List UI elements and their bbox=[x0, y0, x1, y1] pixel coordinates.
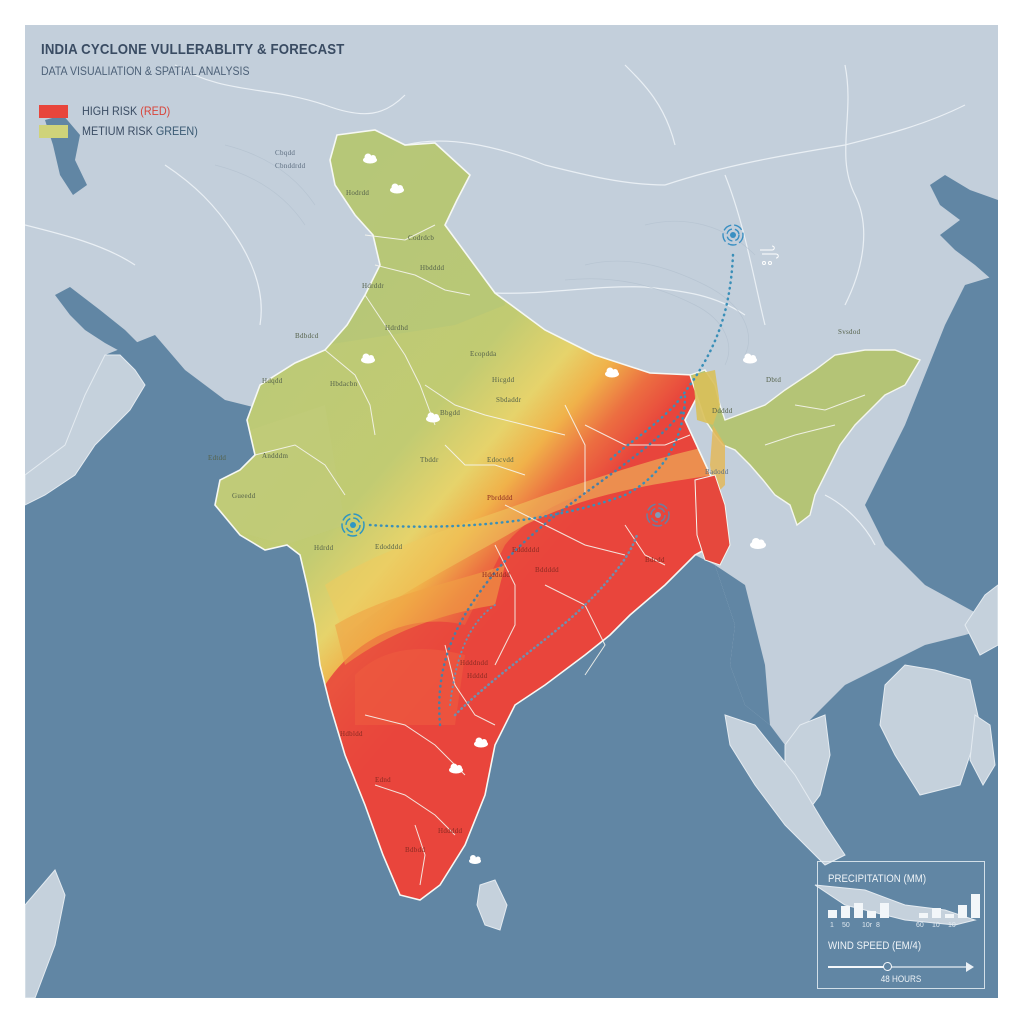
precipitation-bar bbox=[880, 903, 889, 918]
region-label: Bbgdd bbox=[440, 409, 460, 417]
cyclone-icon-tibet[interactable] bbox=[722, 224, 744, 246]
cloud-icon bbox=[605, 367, 619, 378]
precipitation-bar bbox=[971, 894, 980, 918]
region-label: Hdddddd bbox=[482, 571, 510, 579]
cloud-icon bbox=[750, 538, 766, 549]
cloud-icon bbox=[449, 763, 463, 774]
region-label: Cbqdd bbox=[275, 149, 295, 157]
region-label: Hbdddd bbox=[420, 264, 445, 272]
region-label: Hdbldd bbox=[340, 730, 363, 738]
slider-arrow-icon bbox=[966, 962, 974, 972]
cloud-icon bbox=[474, 737, 488, 748]
region-label: Hdqdd bbox=[262, 377, 283, 385]
region-label: Hdddndd bbox=[460, 659, 488, 667]
map-title: INDIA CYCLONE VULLERABLITY & FORECAST bbox=[41, 41, 345, 58]
precipitation-bar bbox=[958, 905, 967, 918]
cloud-icon bbox=[361, 353, 375, 364]
precipitation-ticks: 1 50 10r 8 60 10 10 bbox=[830, 922, 956, 929]
region-label: Hddddd bbox=[438, 827, 463, 835]
region-label: Hdrddr bbox=[362, 282, 384, 290]
risk-legend: HIGH RISK (RED) METIUM RISK GREEN) bbox=[39, 101, 211, 141]
legend-item-medium-risk: METIUM RISK GREEN) bbox=[39, 121, 211, 141]
region-label: Hbdacbn bbox=[330, 380, 358, 388]
region-label: Pbrdddd bbox=[487, 494, 513, 502]
northeast-region[interactable] bbox=[689, 349, 922, 566]
region-label: Bdbdcd bbox=[295, 332, 319, 340]
region-label: Ddddd bbox=[712, 407, 733, 415]
cyclone-icon-bay-of-bengal[interactable] bbox=[646, 503, 670, 527]
precipitation-bar bbox=[945, 914, 954, 918]
precipitation-bar bbox=[854, 903, 863, 918]
region-label: Andddm bbox=[262, 452, 289, 460]
cloud-icon bbox=[426, 412, 440, 423]
map-subtitle: DATA VISUALIATION & SPATIAL ANALYSIS bbox=[41, 64, 250, 78]
cloud-icon bbox=[390, 183, 404, 194]
precipitation-bar bbox=[919, 913, 928, 918]
precipitation-bar bbox=[932, 908, 941, 918]
region-label: Edtdd bbox=[208, 454, 226, 462]
wind-speed-title: WIND SPEED (EM/4) bbox=[828, 940, 922, 952]
cloud-icon bbox=[363, 153, 377, 164]
region-label: Bddddd bbox=[535, 566, 559, 574]
region-label: Sbdaddr bbox=[496, 396, 522, 404]
region-label: Hodrdd bbox=[346, 189, 369, 197]
cyclone-map[interactable]: Cbqdd Cbnddrdd Hodrdd Codrdcb Hbdddd Hdrddr Hd… bbox=[25, 25, 998, 998]
precipitation-bar bbox=[828, 910, 837, 918]
legend-item-high-risk: HIGH RISK (RED) bbox=[39, 101, 211, 121]
region-label: Bdcdd bbox=[645, 556, 665, 564]
cloud-icons bbox=[361, 153, 766, 864]
cloud-icon bbox=[469, 855, 481, 864]
country-borders bbox=[25, 64, 966, 546]
slider-track bbox=[888, 966, 968, 968]
region-label: Ednd bbox=[375, 776, 391, 784]
region-label: Codrdcb bbox=[408, 234, 434, 242]
precipitation-bar-chart bbox=[828, 892, 984, 918]
slider-label: 48 HOURS bbox=[880, 974, 922, 984]
cloud-icon bbox=[743, 353, 757, 364]
region-labels: Cbqdd Cbnddrdd Hodrdd Codrdcb Hbdddd Hdrddr Hd… bbox=[208, 149, 861, 854]
region-label: Hdrdd bbox=[314, 544, 334, 552]
high-risk-swatch bbox=[39, 104, 68, 118]
region-label: Bdbdd bbox=[405, 846, 425, 854]
region-label: Hdrdhd bbox=[385, 324, 408, 332]
cyclone-tracks bbox=[368, 253, 735, 727]
wind-icon bbox=[760, 245, 779, 265]
region-label: Svsdod bbox=[838, 328, 861, 336]
slider-knob[interactable] bbox=[883, 962, 892, 971]
region-label: Edodddd bbox=[375, 543, 403, 551]
precipitation-bar bbox=[867, 911, 876, 918]
region-label: Edocvdd bbox=[487, 456, 514, 464]
forecast-time-slider[interactable] bbox=[828, 962, 974, 972]
precipitation-title: PRECIPITATION (MM) bbox=[828, 873, 927, 885]
southeast-asia-land bbox=[25, 354, 998, 998]
cyclone-icon-arabian-sea[interactable] bbox=[341, 513, 365, 537]
region-label: Hdddd bbox=[467, 672, 488, 680]
region-label: Cbnddrdd bbox=[275, 162, 306, 170]
region-label: Tbddr bbox=[420, 456, 439, 464]
region-label: Edddddd bbox=[512, 546, 540, 554]
forecast-info-panel: PRECIPITATION (MM) 1 50 10r 8 60 10 10 W… bbox=[817, 861, 985, 989]
region-label: Badodd bbox=[705, 468, 729, 476]
state-borders bbox=[254, 224, 866, 886]
map-title-block: INDIA CYCLONE VULLERABLITY & FORECAST DA… bbox=[41, 41, 386, 78]
region-label: Hicgdd bbox=[492, 376, 515, 384]
region-label: Gueedd bbox=[232, 492, 256, 500]
slider-fill bbox=[828, 966, 888, 968]
terrain-contours bbox=[214, 144, 756, 366]
map-frame: Cbqdd Cbnddrdd Hodrdd Codrdcb Hbdddd Hdrddr Hd… bbox=[25, 25, 998, 998]
region-label: Ecopdda bbox=[470, 350, 497, 358]
precipitation-bar bbox=[841, 906, 850, 918]
medium-risk-swatch bbox=[39, 124, 68, 138]
high-risk-label: HIGH RISK (RED) bbox=[82, 104, 171, 118]
region-label: Dbtd bbox=[766, 376, 781, 384]
medium-risk-label: METIUM RISK GREEN) bbox=[82, 124, 198, 138]
